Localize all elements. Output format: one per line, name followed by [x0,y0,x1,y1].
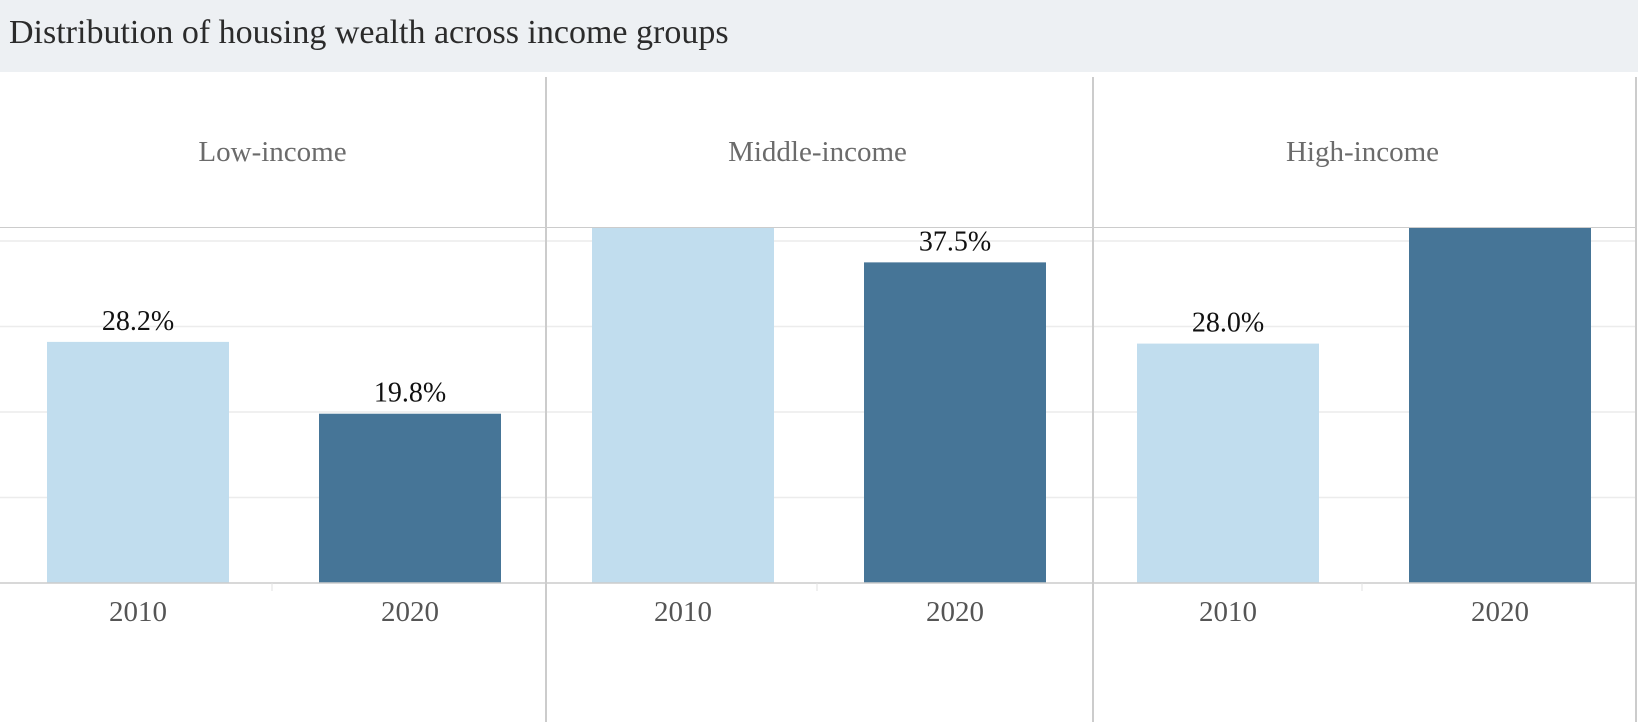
bar-2010 [47,341,229,583]
panel-divider [1092,77,1094,722]
bar-2020 [319,413,501,583]
x-tick-label: 2020 [381,596,439,628]
chart-title-bar: Distribution of housing wealth across in… [0,0,1638,72]
panel-low-income: Low-income 28.2% 2010 19.8% 2020 [0,77,545,722]
bar-2020 [1409,228,1591,583]
panel-high-income: High-income 28.0%201042.6%2020 [1090,77,1635,722]
panel-label: Middle-income [728,135,907,168]
data-label: 19.8% [374,378,446,409]
chart-title: Distribution of housing wealth across in… [9,14,729,51]
panel-header: Middle-income [545,77,1090,228]
panel-divider [1635,77,1637,722]
x-tick-label: 2020 [926,596,984,628]
data-label: 28.0% [1192,308,1264,339]
panel-header: High-income [1090,77,1635,228]
data-label: 28.2% [102,306,174,337]
panel-divider [545,77,547,722]
data-label: 37.5% [919,228,991,257]
bar-2020 [864,262,1046,583]
bar-2010 [1137,343,1319,583]
x-tick-label: 2010 [654,596,712,628]
panel-header: Low-income [0,77,545,228]
x-tick-label: 2020 [1471,596,1529,628]
panel-label: Low-income [198,135,347,168]
panel-label: High-income [1285,135,1439,168]
x-tick-label: 2010 [1199,596,1257,628]
x-tick-label: 2010 [109,596,167,628]
plot-area-low-income: 28.2% 2010 19.8% 2020 [0,240,545,628]
plot-area-high-income: 28.0%201042.6%2020 [1090,228,1635,628]
bar-2010 [592,228,774,583]
